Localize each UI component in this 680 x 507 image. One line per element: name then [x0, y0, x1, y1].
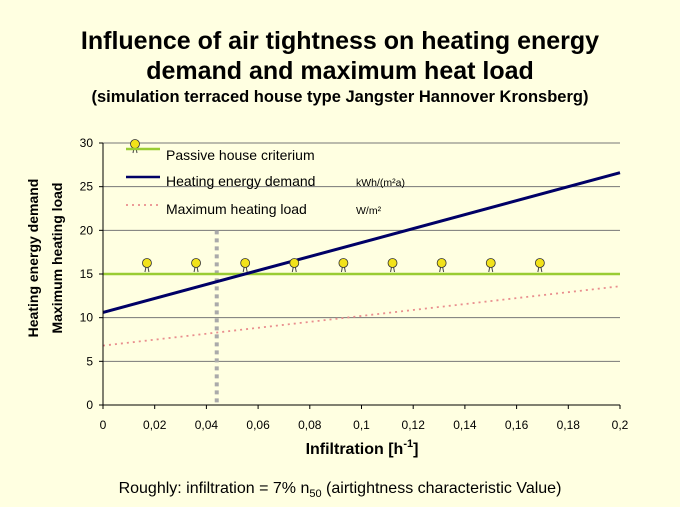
x-tick-label-0: 0 [100, 418, 107, 432]
bulb-marker-4 [338, 258, 349, 273]
legend-label-passive: Passive house criterium [166, 147, 315, 163]
x-axis-label-main: Infiltration [h [306, 441, 404, 458]
bulb-head-3 [289, 258, 300, 268]
y-axis-label-1: Heating energy demand [25, 179, 41, 338]
series-line-1 [102, 171, 621, 314]
bulb-marker-0 [142, 258, 152, 273]
bulb-marker-2 [240, 258, 251, 273]
legend: Passive house criterium Heating energy d… [126, 139, 405, 217]
x-axis-label-sup: -1 [403, 438, 413, 450]
legend-unit-load: W/m² [356, 205, 382, 217]
y-tick-label-2: 10 [80, 311, 94, 325]
bulb-head-1 [191, 258, 201, 268]
x-tick-label-9: 0,18 [557, 418, 581, 432]
bulb-marker-5 [387, 258, 398, 273]
bulb-marker-6 [436, 258, 447, 273]
footer-prefix: Roughly: infiltration = 7% n [118, 480, 310, 497]
plot-series [102, 171, 621, 405]
x-tick-label-4: 0,08 [298, 418, 322, 432]
x-tick-label-5: 0,1 [353, 418, 370, 432]
legend-bulb-icon [130, 139, 140, 154]
y-tick-label-1: 5 [86, 354, 93, 368]
series-line-2 [102, 285, 621, 347]
y-tick-label-5: 25 [80, 180, 94, 194]
chart-title: Influence of air tightness on heating en… [0, 26, 680, 86]
footer-suffix: (airtightness characteristic Value) [321, 480, 562, 497]
legend-unit-heating: kWh/(m²a) [356, 177, 405, 189]
y-tick-label-6: 30 [80, 136, 94, 150]
title-line-1: Influence of air tightness on heating en… [80, 27, 600, 55]
y-axis-label-2: Maximum heating load [49, 183, 65, 334]
bulb-head-4 [338, 258, 349, 268]
y-tick-label-3: 15 [80, 267, 94, 281]
x-tick-label-1: 0,02 [143, 418, 167, 432]
bulb-markers [142, 258, 545, 273]
legend-label-load: Maximum heating load [166, 201, 307, 217]
title-line-2: demand and maximum heat load [146, 57, 534, 85]
chart-area: 0 5 10 15 20 25 30 0 0,02 0,04 0,06 0,08 0,1 0,12 0,1… [25, 136, 629, 458]
bulb-marker-3 [289, 258, 300, 273]
footer-sub: 50 [309, 488, 322, 501]
bulb-marker-1 [191, 258, 201, 273]
x-axis-label-end: ] [413, 441, 418, 458]
x-tick-label-3: 0,06 [246, 418, 270, 432]
footer-note: Roughly: infiltration = 7% n50 (airtight… [0, 480, 680, 500]
x-tick-label-10: 0,2 [612, 418, 629, 432]
x-tick-label-7: 0,14 [453, 418, 477, 432]
y-tick-labels: 0 5 10 15 20 25 30 [80, 136, 94, 412]
x-tick-label-8: 0,16 [505, 418, 529, 432]
bulb-head-8 [534, 258, 545, 268]
legend-label-heating: Heating energy demand [166, 173, 315, 189]
bulb-marker-8 [534, 258, 545, 273]
x-tick-label-2: 0,04 [195, 418, 219, 432]
bulb-head-6 [436, 258, 447, 268]
bulb-marker-7 [485, 258, 496, 273]
bulb-head-5 [387, 258, 398, 268]
x-axis-label: Infiltration [h-1] [306, 438, 419, 458]
chart-subtitle: (simulation terraced house type Jangster… [91, 88, 589, 106]
bulb-head-2 [240, 258, 251, 268]
y-tick-label-0: 0 [86, 398, 93, 412]
x-tick-label-6: 0,12 [402, 418, 426, 432]
bulb-head-0 [142, 258, 152, 268]
x-tick-labels: 0 0,02 0,04 0,06 0,08 0,1 0,12 0,14 0,16 0,18 0,2 [100, 418, 629, 432]
y-tick-label-4: 20 [80, 223, 94, 237]
bulb-head-7 [485, 258, 496, 268]
